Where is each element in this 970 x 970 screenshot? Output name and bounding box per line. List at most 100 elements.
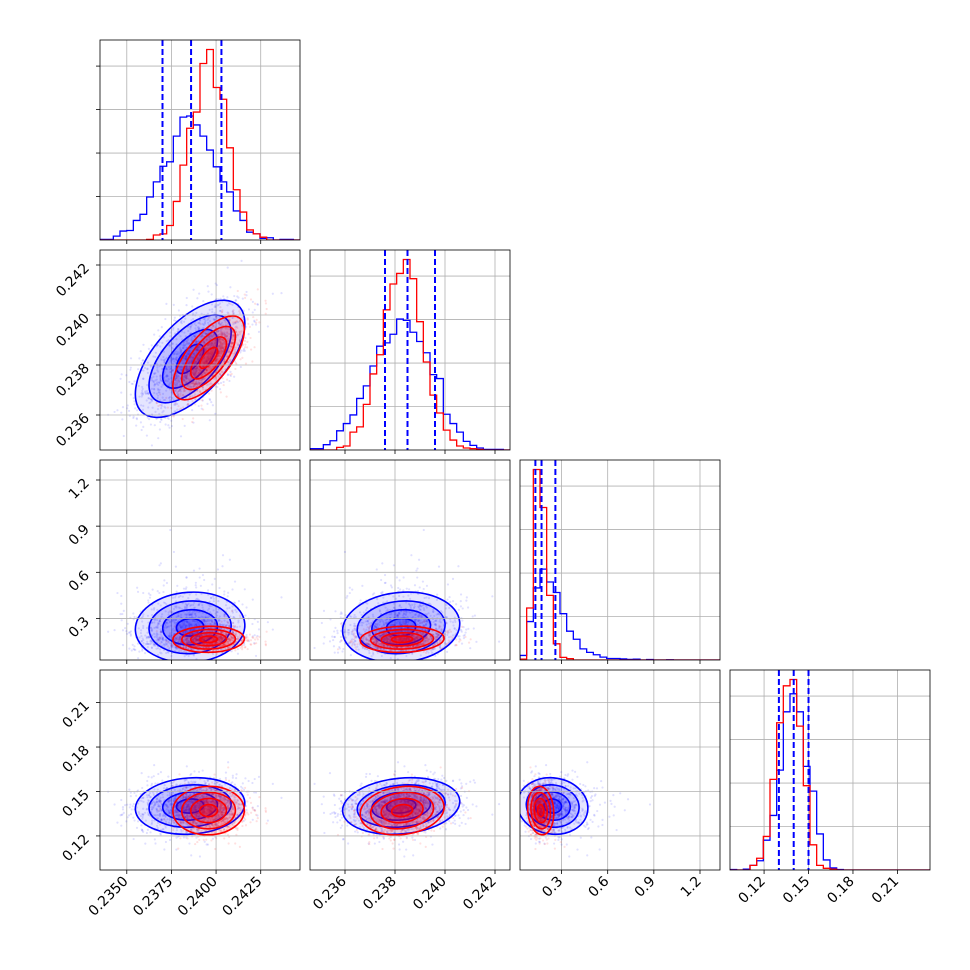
scatter-point — [164, 366, 168, 369]
scatter-point — [221, 342, 224, 345]
scatter-point — [228, 319, 232, 322]
scatter-point — [255, 321, 258, 324]
scatter-point — [170, 377, 173, 380]
scatter-point — [176, 637, 179, 640]
scatter-point — [195, 382, 198, 386]
scatter-point — [461, 619, 464, 622]
scatter-point — [234, 649, 237, 652]
scatter-point — [176, 393, 180, 396]
scatter-point — [226, 311, 229, 314]
scatter-point — [218, 323, 222, 326]
scatter-point — [194, 368, 198, 371]
scatter-point — [221, 332, 224, 335]
scatter-point — [264, 299, 267, 302]
scatter-point — [185, 341, 189, 344]
scatter-point — [185, 346, 188, 349]
scatter-point — [183, 358, 186, 361]
scatter-point — [254, 654, 258, 658]
scatter-point — [158, 381, 161, 385]
scatter-point — [217, 329, 220, 332]
scatter-point — [171, 596, 175, 599]
scatter-point — [255, 318, 258, 321]
scatter-point — [119, 613, 122, 616]
scatter-point — [253, 346, 256, 349]
scatter-point — [184, 367, 187, 370]
scatter-point — [194, 398, 197, 401]
scatter-point — [158, 335, 161, 338]
scatter-point — [238, 333, 241, 336]
scatter-point — [190, 319, 193, 322]
y-tick-label: 0.236 — [53, 410, 93, 450]
scatter-point — [177, 392, 180, 396]
scatter-point — [188, 613, 191, 617]
scatter-point — [176, 402, 179, 406]
scatter-point — [209, 342, 212, 345]
scatter-point — [333, 651, 336, 654]
scatter-point — [235, 325, 238, 328]
scatter-point — [194, 398, 197, 401]
scatter-point — [243, 296, 247, 299]
scatter-point — [173, 403, 176, 406]
scatter-point — [230, 342, 234, 345]
scatter-point — [143, 652, 147, 655]
scatter-point — [207, 358, 210, 361]
scatter-point — [184, 381, 188, 384]
scatter-point — [214, 359, 217, 362]
scatter-point — [212, 350, 215, 353]
scatter-point — [175, 376, 178, 379]
scatter-point — [149, 423, 152, 426]
scatter-point — [159, 374, 162, 377]
scatter-point — [165, 368, 169, 371]
scatter-point — [187, 338, 190, 341]
scatter-point — [136, 586, 139, 589]
scatter-point — [181, 417, 184, 421]
scatter-point — [219, 309, 222, 313]
scatter-point — [158, 412, 161, 416]
contour-series-1 — [198, 635, 219, 644]
scatter-point — [212, 362, 215, 366]
scatter-point — [264, 640, 267, 643]
scatter-point — [186, 369, 189, 372]
scatter-point — [155, 401, 158, 404]
scatter-point — [190, 323, 193, 326]
scatter-point — [170, 346, 174, 349]
scatter-point — [225, 623, 229, 627]
scatter-point — [219, 623, 223, 627]
scatter-point — [156, 381, 159, 384]
scatter-point — [153, 606, 156, 610]
scatter-point — [198, 635, 201, 638]
scatter-point — [205, 637, 208, 640]
scatter-point — [221, 338, 224, 341]
scatter-point — [196, 597, 199, 600]
scatter-point — [186, 369, 189, 372]
scatter-point — [226, 334, 229, 337]
scatter-point — [238, 339, 241, 342]
scatter-point — [201, 386, 204, 389]
scatter-point — [139, 421, 142, 424]
scatter-point — [193, 637, 196, 640]
scatter-point — [193, 335, 197, 338]
scatter-point — [197, 321, 200, 325]
scatter-point — [198, 368, 201, 371]
scatter-point — [227, 591, 230, 594]
scatter-point — [251, 636, 254, 639]
scatter-point — [212, 365, 215, 368]
scatter-point — [185, 374, 188, 377]
scatter-point — [191, 381, 194, 384]
scatter-point — [196, 356, 199, 359]
scatter-point — [186, 620, 189, 623]
scatter-point — [234, 320, 238, 323]
scatter-point — [209, 355, 212, 358]
scatter-point — [206, 356, 209, 359]
scatter-point — [231, 588, 234, 591]
scatter-point — [190, 337, 193, 340]
scatter-point — [185, 377, 188, 380]
scatter-point — [180, 319, 183, 323]
scatter-point — [223, 332, 226, 336]
scatter-point — [107, 630, 110, 633]
scatter-point — [248, 633, 252, 636]
scatter-point — [177, 390, 180, 393]
scatter-point — [157, 329, 160, 332]
scatter-point — [159, 377, 162, 381]
scatter-point — [221, 343, 225, 346]
